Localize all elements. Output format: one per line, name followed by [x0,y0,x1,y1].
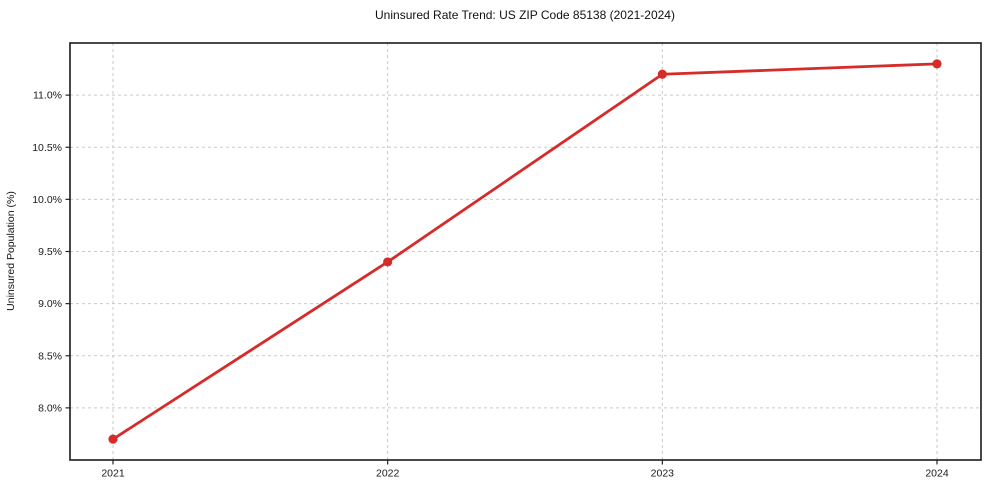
y-tick-label: 8.5% [38,350,62,362]
y-tick-label: 10.0% [32,194,62,206]
data-point-2022 [383,257,393,267]
y-tick-label: 11.0% [33,90,62,102]
y-axis-label: Uninsured Population (%) [5,191,17,311]
x-tick-label: 2023 [651,468,675,480]
grid-lines [70,43,981,460]
data-point-2021 [108,434,118,444]
data-point-2023 [657,69,667,79]
y-tick-label: 8.0% [38,402,62,414]
plot-border [69,42,982,461]
axes: 8.0% 8.5% 9.0% 9.5% 10.0% 10.5% 11.0% 2021 2022 2… [32,90,949,480]
chart-title: Uninsured Rate Trend: US ZIP Code 85138 … [375,8,675,22]
y-tick-label: 9.0% [38,298,62,310]
y-tick-label: 10.5% [32,142,62,154]
x-tick-label: 2024 [925,468,949,480]
x-tick-label: 2021 [101,468,125,480]
trend-line [111,62,939,441]
series-uninsured-rate [108,59,942,444]
y-tick-label: 9.5% [38,246,62,258]
x-tick-label: 2022 [376,468,400,480]
data-point-2024 [932,59,942,69]
